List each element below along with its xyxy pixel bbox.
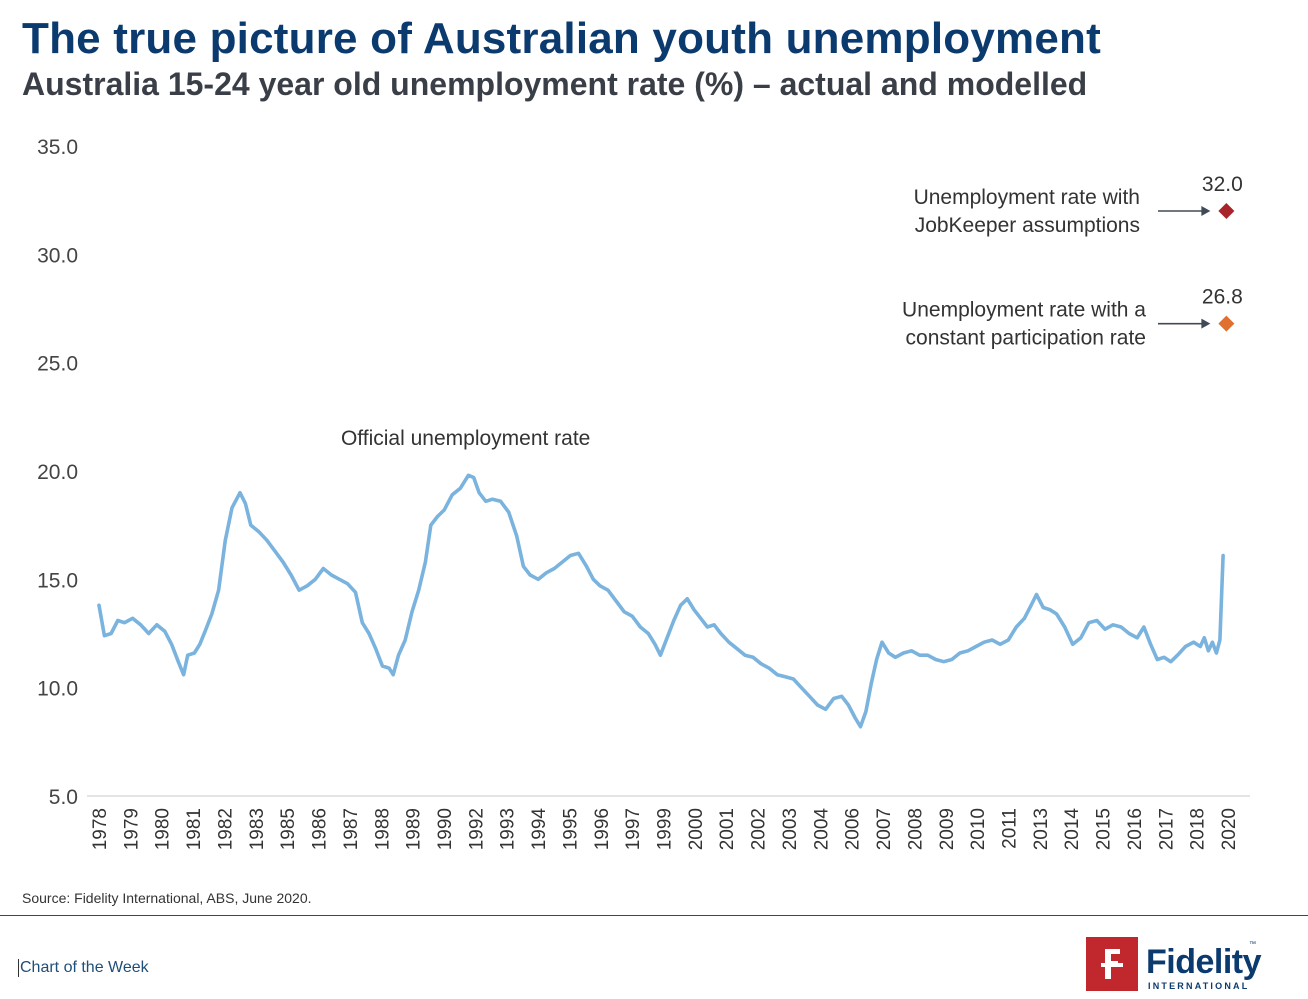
x-tick-label: 1996 xyxy=(592,808,613,850)
modelled-markers: 32.0 Unemployment rate with JobKeeper assu… xyxy=(902,173,1243,350)
arrow-head-icon xyxy=(1201,206,1211,216)
marker-description-label: Unemployment rate with a xyxy=(902,299,1146,322)
diamond-marker xyxy=(1218,315,1235,332)
marker-description-label: Unemployment rate with xyxy=(914,186,1140,209)
official-rate-label: Official unemployment rate xyxy=(341,427,590,450)
x-tick-label: 1982 xyxy=(215,808,236,850)
x-tick-label: 2014 xyxy=(1062,808,1083,851)
x-tick-label: 2006 xyxy=(843,808,864,850)
x-tick-label: 2013 xyxy=(1031,808,1052,850)
source-note: Source: Fidelity International, ABS, Jun… xyxy=(22,890,312,906)
x-tick-label: 1994 xyxy=(529,808,550,851)
x-tick-label: 2000 xyxy=(686,808,707,850)
x-tick-label: 1989 xyxy=(404,808,425,850)
x-tick-label: 1988 xyxy=(372,808,393,850)
x-tick-label: 1990 xyxy=(435,808,456,850)
x-tick-label: 1999 xyxy=(655,808,676,850)
y-axis: 5.0 10.0 15.0 20.0 25.0 30.0 35.0 xyxy=(37,136,78,809)
y-tick-label: 5.0 xyxy=(49,786,78,809)
logo-wordmark: Fidelity xyxy=(1146,943,1262,981)
y-tick-label: 25.0 xyxy=(37,353,78,376)
y-tick-label: 30.0 xyxy=(37,244,78,267)
x-tick-label: 2015 xyxy=(1094,808,1115,850)
official-unemployment-line xyxy=(97,473,1225,729)
arrow-head-icon xyxy=(1201,318,1211,329)
marker-description-label: JobKeeper assumptions xyxy=(915,214,1140,237)
diamond-marker xyxy=(1218,203,1235,219)
x-tick-label: 1986 xyxy=(310,808,331,850)
x-tick-label: 1983 xyxy=(247,808,268,850)
x-tick-label: 2017 xyxy=(1156,808,1177,850)
x-tick-label: 2011 xyxy=(999,808,1020,849)
x-tick-label: 1985 xyxy=(278,808,299,850)
y-tick-label: 20.0 xyxy=(37,461,78,484)
x-axis: 1978 1979 1980 1981 1982 1983 1985 1986 1987 1988… xyxy=(90,808,1240,851)
x-tick-label: 2010 xyxy=(968,808,989,850)
x-tick-label: 1981 xyxy=(184,808,205,850)
x-tick-label: 1979 xyxy=(121,808,142,850)
footer-label: Chart of the Week xyxy=(18,959,149,977)
marker-description-label: constant participation rate xyxy=(906,327,1146,350)
x-tick-label: 2020 xyxy=(1219,808,1240,850)
logo-subtext: INTERNATIONAL xyxy=(1148,981,1250,991)
x-tick-label: 2004 xyxy=(811,808,832,851)
x-tick-label: 1987 xyxy=(341,808,362,850)
x-tick-label: 1995 xyxy=(560,808,581,850)
y-tick-label: 10.0 xyxy=(37,678,78,701)
x-tick-label: 1978 xyxy=(90,808,111,850)
logo-f-icon xyxy=(1086,937,1138,991)
footer-divider xyxy=(0,915,1308,916)
x-tick-label: 2003 xyxy=(780,808,801,850)
x-tick-label: 2009 xyxy=(937,808,958,850)
x-tick-label: 2018 xyxy=(1188,808,1209,850)
x-tick-label: 1997 xyxy=(623,808,644,850)
x-tick-label: 1980 xyxy=(153,808,174,850)
logo-trademark: ™ xyxy=(1249,941,1256,948)
x-tick-label: 1992 xyxy=(466,808,487,850)
x-tick-label: 2007 xyxy=(874,808,895,850)
fidelity-logo: Fidelity ™ INTERNATIONAL xyxy=(1086,937,1262,992)
marker-value-label: 26.8 xyxy=(1202,286,1243,309)
y-tick-label: 15.0 xyxy=(37,569,78,592)
chart-subtitle: Australia 15-24 year old unemployment ra… xyxy=(22,66,1088,102)
y-tick-label: 35.0 xyxy=(37,136,78,159)
x-tick-label: 2016 xyxy=(1125,808,1146,850)
line-chart: 5.0 10.0 15.0 20.0 25.0 30.0 35.0 1978 1979 1980… xyxy=(37,136,1250,851)
x-tick-label: 2002 xyxy=(749,808,770,850)
x-tick-label: 2001 xyxy=(717,808,738,850)
x-tick-label: 1993 xyxy=(498,808,519,850)
marker-value-label: 32.0 xyxy=(1202,173,1243,196)
x-tick-label: 2008 xyxy=(905,808,926,850)
chart-title: The true picture of Australian youth une… xyxy=(22,14,1101,63)
